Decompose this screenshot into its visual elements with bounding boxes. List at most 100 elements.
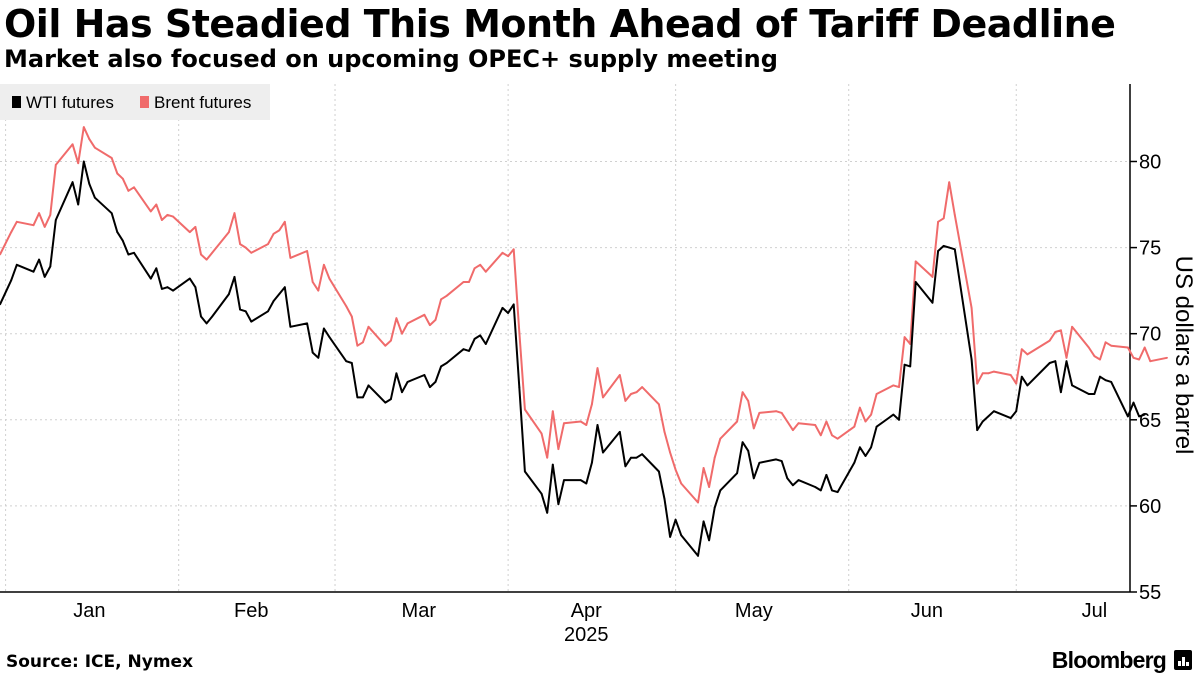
data-point xyxy=(484,270,487,273)
chart-subtitle: Market also focused on upcoming OPEC+ su… xyxy=(4,45,778,73)
data-point xyxy=(1020,348,1023,351)
data-point xyxy=(853,425,856,428)
data-point xyxy=(345,360,348,363)
data-point xyxy=(395,372,398,375)
data-point xyxy=(747,449,750,452)
data-point xyxy=(311,281,314,283)
data-point xyxy=(970,307,973,309)
data-point xyxy=(624,400,627,402)
data-point xyxy=(1099,375,1101,378)
data-point xyxy=(501,307,504,309)
data-point xyxy=(708,486,710,488)
data-point xyxy=(77,203,80,206)
data-point xyxy=(518,386,521,388)
legend-label: WTI futures xyxy=(26,93,114,112)
data-point xyxy=(127,253,130,256)
data-point xyxy=(272,232,275,235)
data-point xyxy=(278,293,281,295)
data-point xyxy=(110,212,113,215)
data-point xyxy=(596,424,599,426)
data-point xyxy=(32,224,35,227)
data-point xyxy=(775,410,777,413)
data-point xyxy=(585,424,588,426)
data-point xyxy=(395,317,398,320)
data-point xyxy=(970,358,973,361)
data-point xyxy=(674,468,677,471)
data-point xyxy=(1104,379,1107,382)
data-point xyxy=(473,267,476,270)
data-point xyxy=(1048,339,1051,342)
data-point xyxy=(188,277,191,280)
data-point xyxy=(1065,360,1068,363)
data-point xyxy=(618,374,621,376)
data-point xyxy=(362,341,364,344)
data-point xyxy=(54,219,57,221)
data-point xyxy=(585,482,588,485)
data-point xyxy=(702,467,705,469)
data-point xyxy=(942,217,945,220)
data-point xyxy=(1020,375,1023,378)
data-point xyxy=(641,386,643,388)
data-point xyxy=(350,362,353,364)
data-point xyxy=(244,310,247,313)
data-point xyxy=(423,374,426,376)
data-point xyxy=(244,246,247,249)
x-year-label: 2025 xyxy=(564,624,609,646)
data-point xyxy=(211,251,214,254)
data-point xyxy=(680,482,683,485)
data-point xyxy=(328,277,331,280)
data-point xyxy=(591,403,593,406)
data-point xyxy=(953,214,956,216)
data-point xyxy=(345,305,348,307)
data-point xyxy=(948,246,951,249)
data-point xyxy=(987,372,990,375)
data-point xyxy=(708,539,710,542)
data-point xyxy=(557,448,560,450)
data-point xyxy=(306,250,308,252)
data-point xyxy=(110,157,113,159)
data-point xyxy=(892,413,895,416)
data-point xyxy=(551,410,554,413)
data-point xyxy=(1143,413,1146,416)
data-point xyxy=(278,229,281,232)
data-point xyxy=(641,453,643,456)
data-point xyxy=(82,126,85,128)
data-point xyxy=(747,400,750,402)
data-point xyxy=(819,434,822,437)
data-point xyxy=(937,250,939,252)
x-tick-label: Mar xyxy=(402,600,437,622)
data-point xyxy=(1054,331,1057,333)
data-point xyxy=(719,437,722,440)
data-point xyxy=(1026,384,1029,387)
data-point xyxy=(116,231,119,234)
data-point xyxy=(200,315,202,318)
data-point xyxy=(836,491,839,493)
data-point xyxy=(786,420,789,423)
data-point xyxy=(71,181,74,184)
data-point xyxy=(250,320,253,323)
data-point xyxy=(1009,417,1012,419)
data-point xyxy=(1015,410,1018,413)
data-point xyxy=(161,219,163,221)
data-point xyxy=(434,381,437,383)
data-point xyxy=(546,456,549,459)
legend: WTI futures Brent futures xyxy=(0,84,270,120)
data-point xyxy=(1132,401,1135,404)
data-point xyxy=(401,391,403,394)
data-point xyxy=(328,336,331,338)
data-point xyxy=(155,267,158,270)
data-point xyxy=(981,372,984,375)
data-point xyxy=(1093,355,1096,357)
data-point xyxy=(1015,382,1018,385)
data-point xyxy=(546,511,549,514)
data-point xyxy=(10,279,13,282)
data-point xyxy=(1104,341,1107,344)
data-point xyxy=(557,503,560,506)
data-point xyxy=(524,408,526,411)
data-point xyxy=(233,276,236,278)
data-point xyxy=(473,338,476,340)
data-point xyxy=(317,289,320,292)
data-point xyxy=(680,534,683,537)
data-point xyxy=(859,406,861,409)
